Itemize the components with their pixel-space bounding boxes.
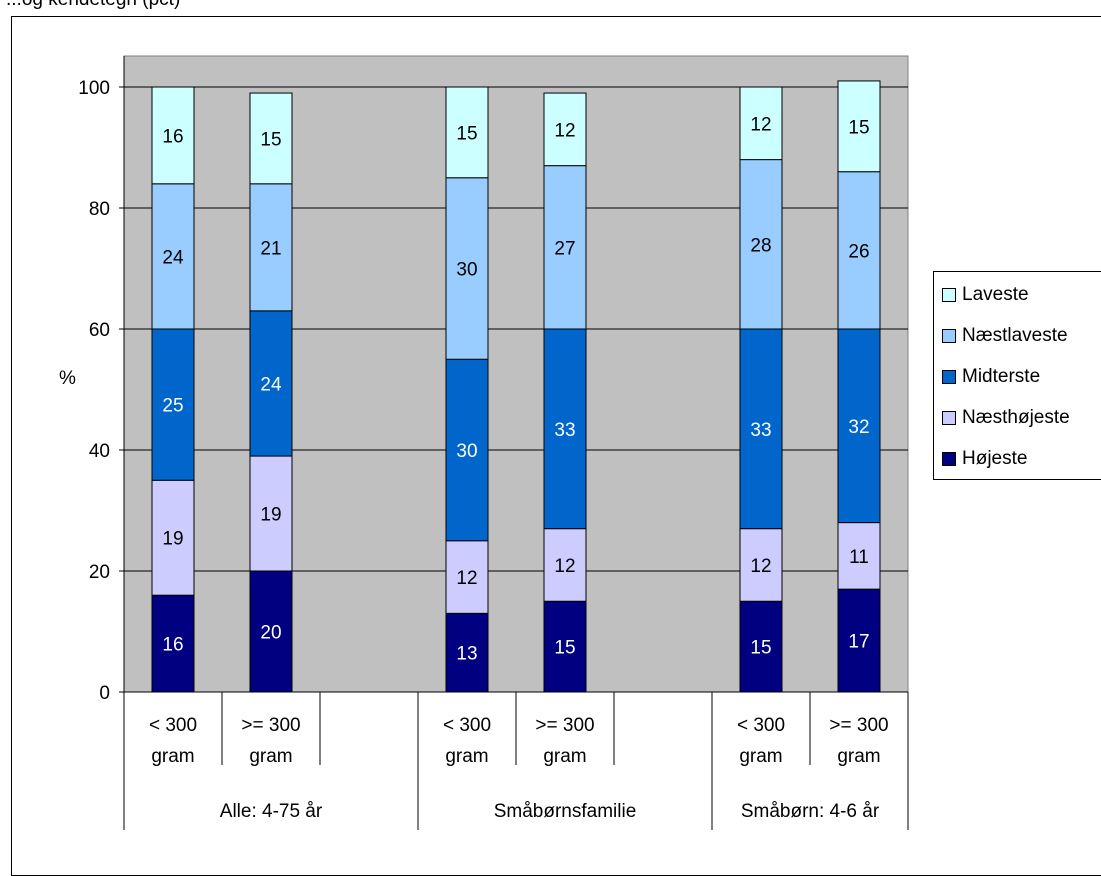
data-label: 16 bbox=[162, 635, 183, 656]
legend-swatch bbox=[942, 288, 956, 302]
legend-item: Laveste bbox=[942, 284, 1029, 306]
group-label: Småbørn: 4-6 år bbox=[741, 801, 880, 822]
legend: Laveste Næstlaveste Midterste Næsthøjeste Hø… bbox=[933, 271, 1101, 480]
legend-label: Laveste bbox=[962, 284, 1029, 305]
data-label: 12 bbox=[750, 556, 771, 577]
bar-segment-næsthøjeste bbox=[445, 540, 489, 614]
data-label: 12 bbox=[456, 568, 477, 589]
bar-segment-næsthøjeste bbox=[249, 455, 293, 572]
data-label: 15 bbox=[456, 123, 477, 144]
legend-item: Midterste bbox=[942, 366, 1040, 388]
bar-segment-laveste bbox=[249, 92, 293, 185]
category-label: < 300 bbox=[443, 715, 491, 736]
data-label: 15 bbox=[554, 638, 575, 659]
data-label: 11 bbox=[849, 547, 869, 568]
data-label: 12 bbox=[554, 120, 575, 141]
legend-swatch bbox=[942, 370, 956, 384]
bar-segment-næstlaveste bbox=[249, 183, 293, 312]
legend-label: Midterste bbox=[962, 366, 1041, 387]
bar-segment-højeste bbox=[543, 600, 587, 693]
category-label: < 300 bbox=[149, 715, 197, 736]
legend-label: Næsthøjeste bbox=[962, 407, 1070, 428]
bar-segment-næsthøjeste bbox=[739, 528, 783, 602]
data-label: 24 bbox=[260, 374, 282, 395]
bar-segment-højeste bbox=[249, 570, 293, 693]
y-tick-label: 20 bbox=[89, 562, 110, 583]
bar-segment-midterste bbox=[837, 328, 881, 524]
stacked-bar-chart: 0 20 40 60 80 100 16 19 25 24 16 20 19 24 21 15 13 12 30 30… bbox=[78, 55, 909, 830]
bar-segment-næstlaveste bbox=[151, 183, 195, 330]
bar-segment-højeste bbox=[837, 588, 881, 693]
bar-segment-midterste bbox=[249, 310, 293, 457]
legend-label: Næstlaveste bbox=[962, 325, 1068, 346]
data-label: 33 bbox=[554, 420, 575, 441]
bar-segment-højeste bbox=[151, 594, 195, 693]
legend-label: Højeste bbox=[962, 448, 1028, 469]
category-label: gram bbox=[151, 746, 194, 767]
category-label: gram bbox=[543, 746, 586, 767]
bar-segment-højeste bbox=[445, 612, 489, 693]
data-label: 20 bbox=[260, 623, 281, 644]
bar-segment-laveste bbox=[543, 92, 587, 167]
group-label: Småbørnsfamilie bbox=[494, 801, 637, 822]
bar-segment-laveste bbox=[837, 80, 881, 173]
y-tick-label: 100 bbox=[78, 78, 110, 99]
bar-segment-næstlaveste bbox=[837, 171, 881, 330]
data-label: 19 bbox=[260, 505, 281, 526]
data-label: 26 bbox=[848, 241, 869, 262]
bar-segment-midterste bbox=[151, 328, 195, 481]
legend-item: Næstlaveste bbox=[942, 325, 1068, 347]
category-label: gram bbox=[739, 746, 782, 767]
legend-swatch bbox=[942, 411, 956, 425]
data-label: 27 bbox=[554, 238, 575, 259]
chart-caption: ...og kendetegn (pct) bbox=[6, 0, 180, 11]
bar-segment-næsthøjeste bbox=[543, 528, 587, 602]
data-label: 30 bbox=[456, 441, 477, 462]
bar-segment-næsthøjeste bbox=[151, 479, 195, 596]
bar-segment-højeste bbox=[739, 600, 783, 693]
y-axis-label: % bbox=[59, 368, 76, 389]
data-label: 16 bbox=[162, 126, 183, 147]
data-label: 21 bbox=[260, 238, 281, 259]
bar-segment-næsthøjeste bbox=[837, 522, 881, 590]
bar-segment-næstlaveste bbox=[445, 177, 489, 360]
category-label: gram bbox=[837, 746, 880, 767]
plot-area bbox=[123, 55, 909, 693]
data-label: 28 bbox=[750, 235, 771, 256]
bar-segment-næstlaveste bbox=[543, 165, 587, 330]
data-label: 15 bbox=[260, 129, 281, 150]
data-label: 19 bbox=[162, 529, 183, 550]
y-tick-label: 0 bbox=[99, 683, 110, 704]
category-label: >= 300 bbox=[829, 715, 888, 736]
bar-segment-laveste bbox=[151, 86, 195, 185]
data-label: 12 bbox=[750, 114, 771, 135]
data-label: 17 bbox=[848, 632, 869, 653]
y-tick-label: 80 bbox=[89, 199, 110, 220]
category-label: >= 300 bbox=[241, 715, 300, 736]
data-label: 32 bbox=[848, 417, 869, 438]
category-label: < 300 bbox=[737, 715, 785, 736]
data-label: 33 bbox=[750, 420, 771, 441]
data-label: 25 bbox=[162, 396, 183, 417]
category-label: gram bbox=[445, 746, 488, 767]
legend-item: Højeste bbox=[942, 448, 1027, 470]
legend-item: Næsthøjeste bbox=[942, 407, 1070, 429]
category-label: >= 300 bbox=[535, 715, 594, 736]
data-label: 12 bbox=[554, 556, 575, 577]
legend-swatch bbox=[942, 329, 956, 343]
y-tick-label: 40 bbox=[89, 441, 110, 462]
y-tick-label: 60 bbox=[89, 320, 110, 341]
bar-segment-laveste bbox=[739, 86, 783, 161]
bar-segment-midterste bbox=[543, 328, 587, 530]
group-label: Alle: 4-75 år bbox=[220, 801, 323, 822]
category-label: gram bbox=[249, 746, 292, 767]
legend-swatch bbox=[942, 452, 956, 466]
data-label: 24 bbox=[162, 247, 184, 268]
data-label: 13 bbox=[456, 644, 477, 665]
data-label: 30 bbox=[456, 260, 477, 281]
data-label: 15 bbox=[750, 638, 771, 659]
data-label: 15 bbox=[848, 117, 869, 138]
bar-segment-laveste bbox=[445, 86, 489, 179]
